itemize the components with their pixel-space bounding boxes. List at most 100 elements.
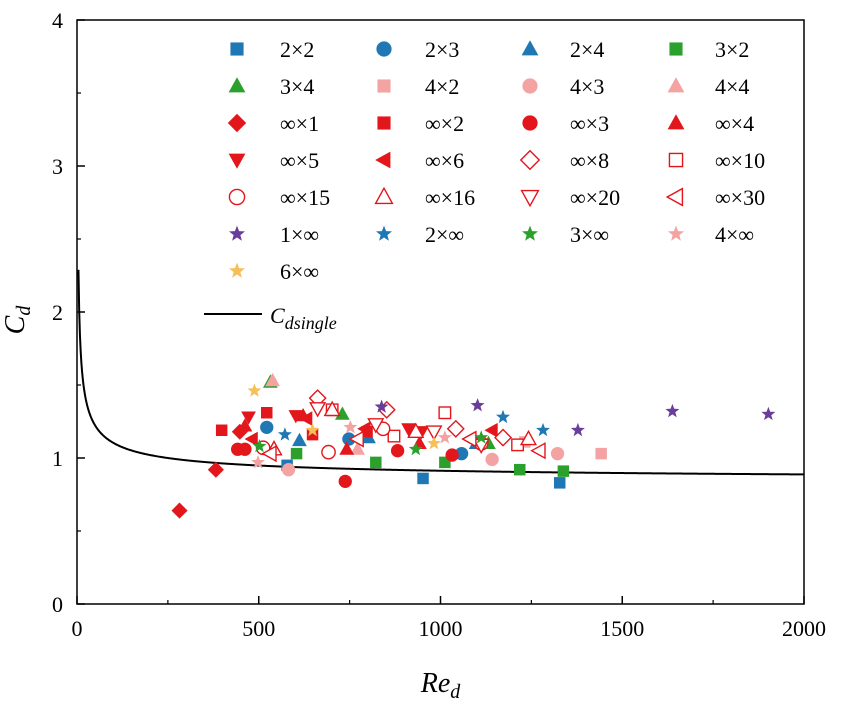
- y-tick-label: 0: [52, 592, 63, 617]
- data-point: [306, 428, 319, 441]
- data-point: [171, 502, 188, 519]
- data-point: [292, 432, 307, 447]
- data-point: [207, 461, 224, 478]
- data-point: [367, 418, 385, 434]
- data-point: [530, 442, 546, 460]
- data-point: [514, 463, 526, 476]
- legend-marker: [376, 41, 392, 57]
- data-point: [474, 430, 489, 444]
- y-tick-label: 4: [52, 8, 63, 33]
- data-point: [484, 422, 498, 438]
- data-point: [570, 422, 585, 437]
- series-group: [231, 442, 459, 489]
- x-axis-title-sub: d: [450, 681, 461, 703]
- legend-marker: [228, 188, 246, 206]
- series-group: [374, 398, 776, 437]
- data-point: [550, 446, 565, 461]
- data-point: [390, 444, 405, 458]
- series-group: [290, 447, 570, 477]
- legend-marker: [228, 77, 246, 93]
- data-point: [277, 427, 292, 441]
- legend-label: ∞×6: [425, 148, 464, 173]
- data-point: [439, 456, 451, 469]
- data-point: [408, 441, 423, 456]
- data-point: [305, 422, 320, 437]
- series-group: [265, 400, 537, 456]
- x-axis-title: Red: [420, 668, 462, 703]
- x-tick-label: 0: [72, 616, 83, 641]
- data-point: [557, 465, 570, 477]
- data-point: [299, 411, 313, 426]
- legend-marker: [665, 187, 684, 207]
- legend-marker: [229, 262, 245, 278]
- data-point: [387, 429, 401, 443]
- legend-marker: [522, 225, 538, 241]
- data-point: [536, 422, 550, 437]
- legend-label: ∞×2: [425, 111, 464, 136]
- legend-label: 4×∞: [715, 222, 754, 247]
- data-point: [446, 419, 465, 438]
- series-group: [244, 411, 498, 447]
- data-point: [425, 425, 443, 441]
- legend-label: ∞×10: [715, 148, 765, 173]
- data-point: [595, 447, 607, 460]
- cdsingle-curve: [77, 269, 805, 476]
- data-point: [215, 424, 228, 436]
- legend-marker: [227, 113, 247, 133]
- x-axis-ticks: 0 500 1000 1500 2000: [72, 596, 826, 641]
- y-axis-title-sub: d: [13, 305, 35, 316]
- y-tick-label: 2: [52, 300, 63, 325]
- legend-label: 2×3: [425, 37, 459, 62]
- x-tick-label: 1500: [600, 616, 644, 641]
- y-axis-ticks: 0 1 2 3 4: [52, 8, 85, 617]
- legend-label: ∞×16: [425, 185, 475, 210]
- series-group: [261, 430, 546, 463]
- legend-marker: [668, 225, 684, 241]
- series-group: [281, 446, 565, 477]
- x-tick-label: 1000: [419, 616, 463, 641]
- legend-label: ∞×4: [715, 111, 754, 136]
- data-point: [348, 430, 364, 448]
- data-point: [247, 383, 262, 397]
- legend-marker: [520, 189, 540, 208]
- data-point: [281, 463, 296, 477]
- legend-label: 1×∞: [280, 222, 319, 247]
- data-point: [519, 429, 537, 446]
- x-tick-label: 2000: [782, 616, 826, 641]
- legend-marker: [522, 115, 538, 131]
- data-point: [288, 410, 304, 424]
- x-axis-title-main: Re: [420, 668, 451, 699]
- legend-marker: [667, 77, 685, 93]
- legend: 2×2 2×3 2×4 3×2 3×4 4×2 4×3 4×4 ∞×1 ∞×2 ∞×3 ∞×4 ∞×5 ∞…: [204, 37, 765, 333]
- legend-marker: [376, 225, 392, 241]
- legend-marker: [521, 40, 539, 56]
- legend-marker: [377, 116, 391, 130]
- legend-label: ∞×20: [570, 185, 620, 210]
- data-point: [261, 407, 273, 419]
- series-group: [265, 372, 365, 455]
- y-tick-label: 3: [52, 154, 63, 179]
- data-point: [417, 472, 429, 485]
- data-point: [374, 399, 389, 413]
- axes: 0 500 1000 1500 2000 0 1 2 3 4: [52, 8, 826, 641]
- legend-marker: [667, 114, 685, 130]
- data-point: [343, 420, 358, 434]
- series-group: [171, 423, 248, 519]
- data-point: [438, 406, 452, 420]
- data-point: [238, 442, 252, 456]
- data-point: [265, 372, 280, 387]
- data-point: [323, 400, 341, 417]
- legend-marker: [375, 151, 391, 169]
- legend-marker: [522, 78, 538, 94]
- data-point: [241, 411, 256, 425]
- legend-label: ∞×15: [280, 185, 330, 210]
- data-point: [290, 447, 303, 460]
- data-point: [665, 403, 680, 418]
- legend-label: ∞×8: [570, 148, 609, 173]
- data-point: [350, 441, 365, 455]
- legend-marker: [377, 79, 391, 93]
- legend-label: 4×2: [425, 74, 459, 99]
- data-point: [357, 421, 371, 437]
- legend-curve-label-sub: dsingle: [285, 313, 337, 333]
